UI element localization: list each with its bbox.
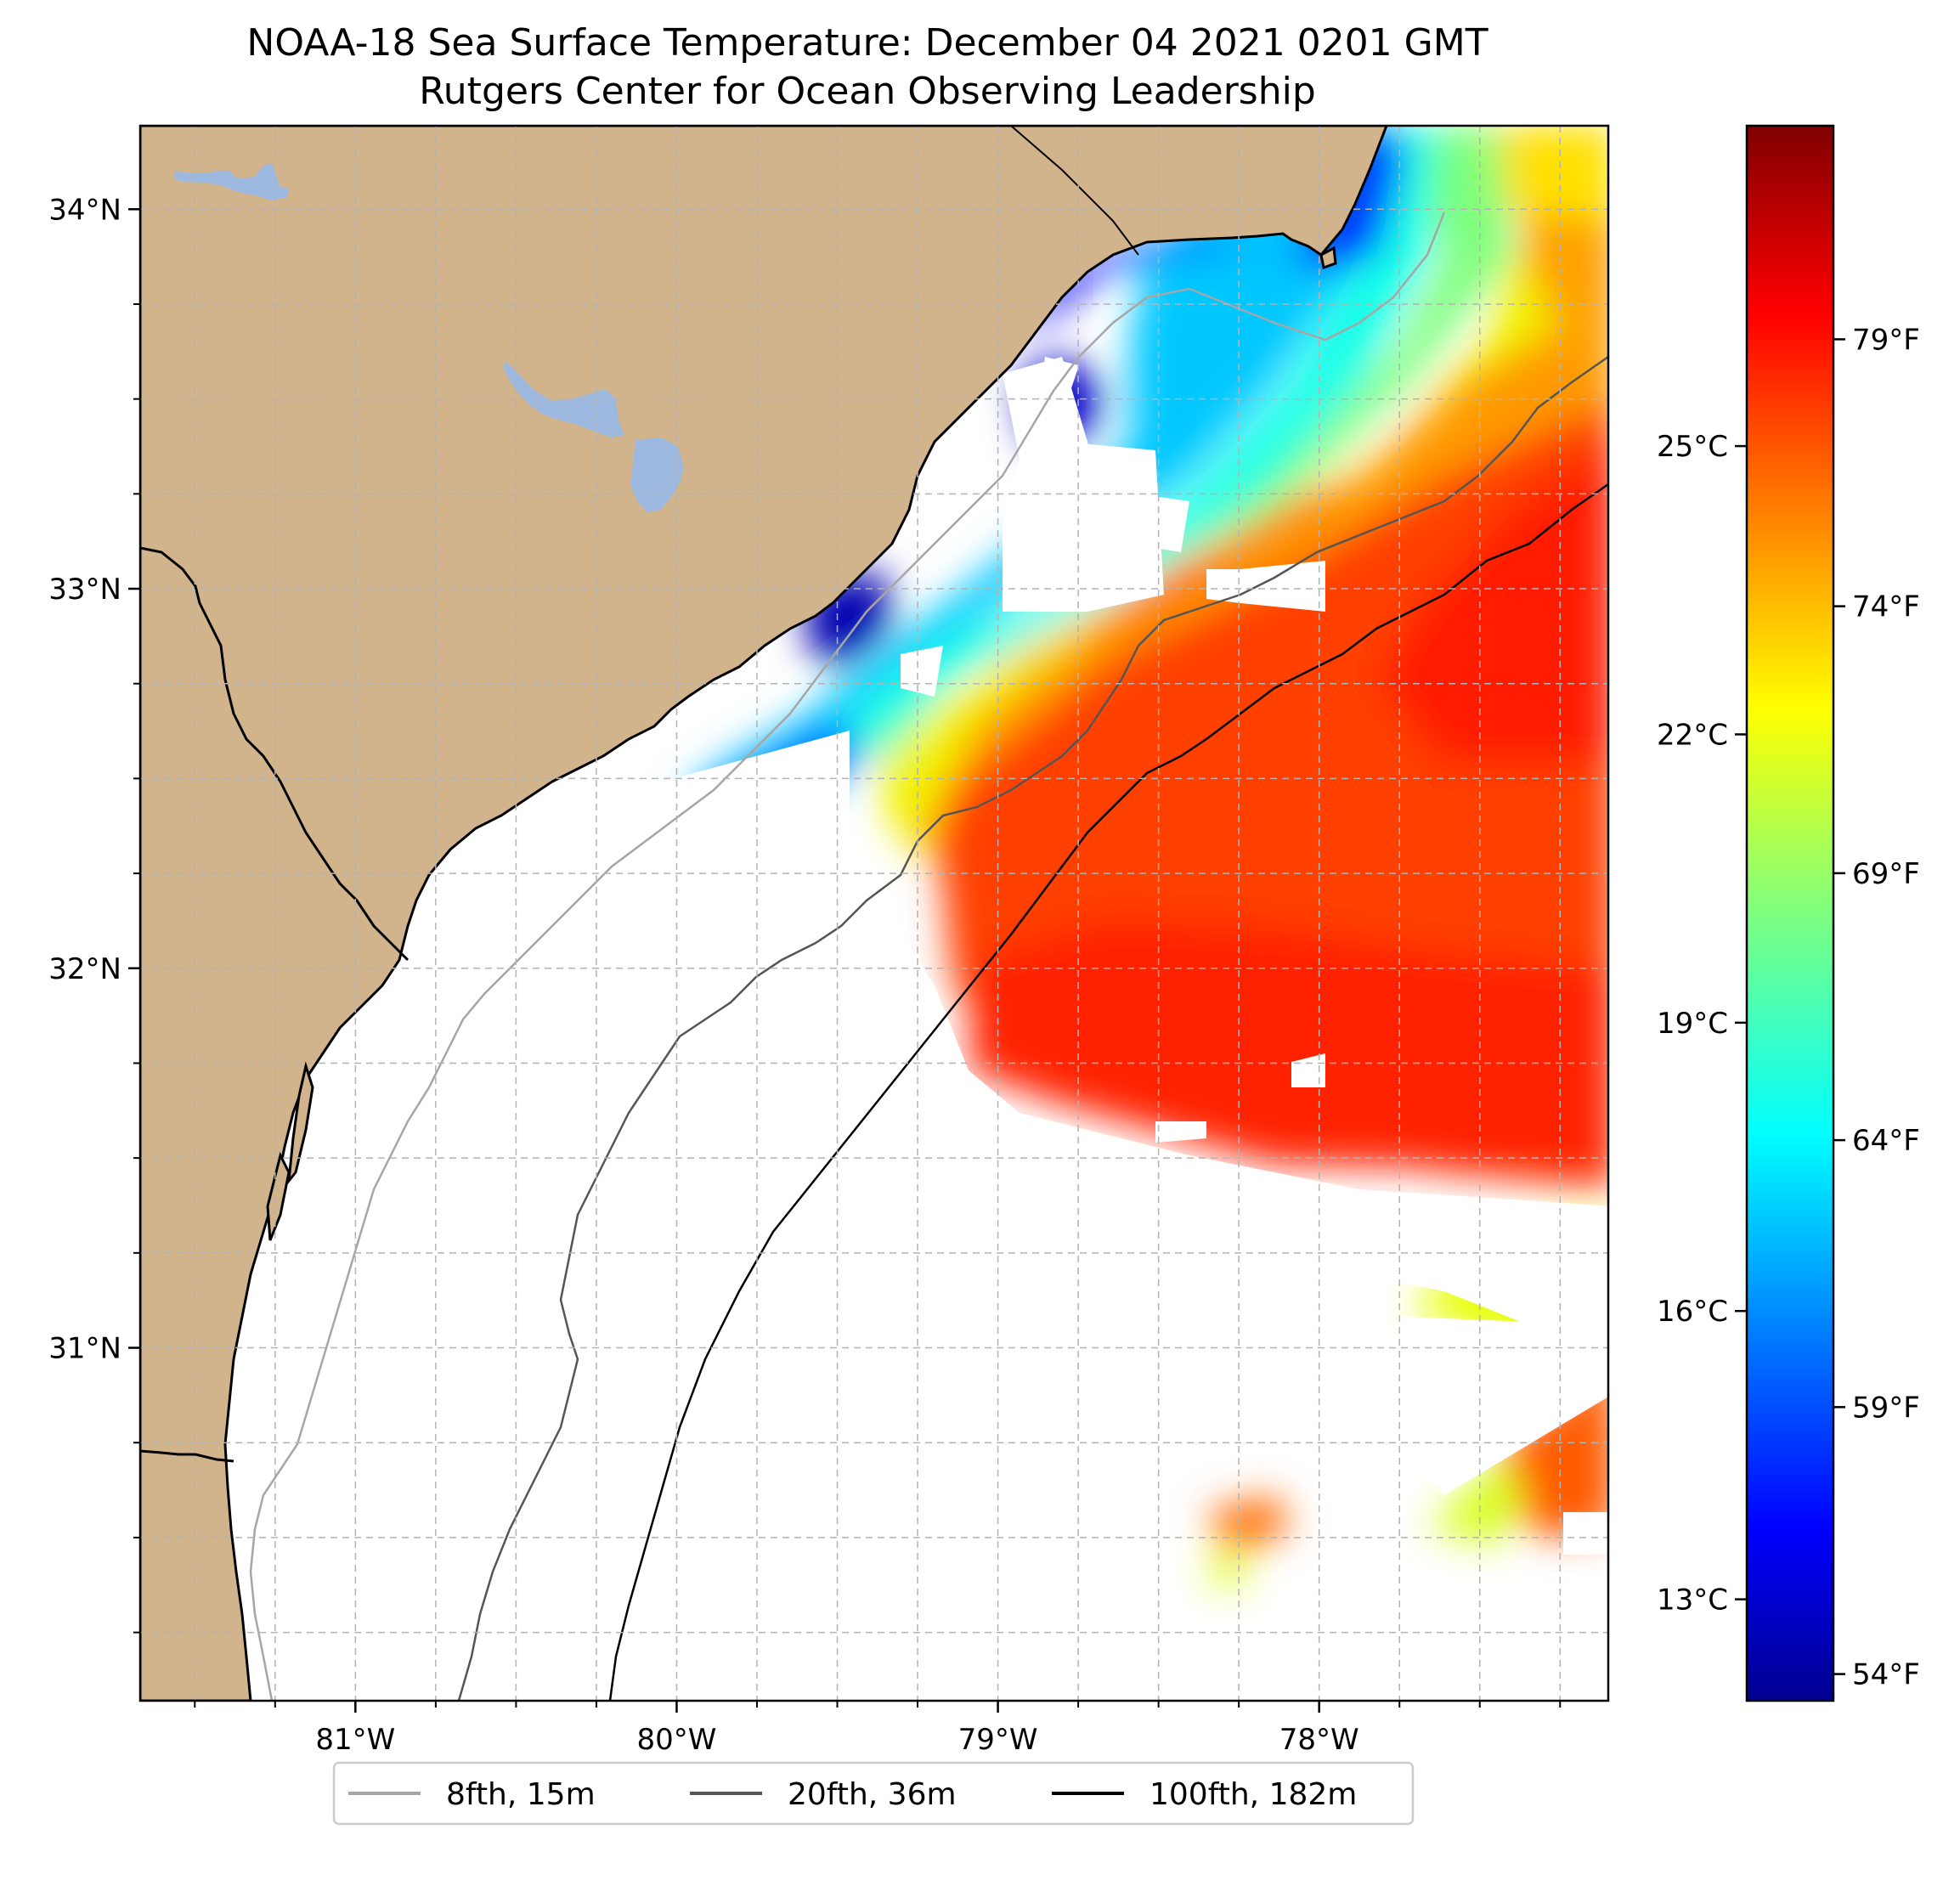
colorbar-fahrenheit-label: 59°F [1852,1391,1920,1425]
colorbar-celsius-label: 13°C [1657,1584,1728,1617]
isobath-legend: 8fth, 15m 20fth, 36m 100fth, 182m [332,1761,1415,1826]
colorbar-celsius-ticks: 25°C 22°C 19°C 16°C 13°C [1657,430,1747,1617]
land-barrier-island-2 [266,1151,291,1241]
legend-label: 8fth, 15m [446,1777,596,1812]
lat-tick-label: 32°N [48,952,121,986]
sst-region-northeast-orange [1521,212,1608,378]
colorbar-fahrenheit-label: 64°F [1852,1124,1920,1158]
colorbar-fahrenheit-label: 69°F [1852,857,1920,891]
title-line-1: NOAA-18 Sea Surface Temperature: Decembe… [246,21,1488,65]
colorbar-celsius-label: 19°C [1657,1007,1728,1041]
title-line-2: Rutgers Center for Ocean Observing Leade… [419,70,1316,113]
legend-label: 20fth, 36m [788,1777,957,1812]
sst-region-small-orange [1206,1495,1291,1555]
lon-tick-label: 78°W [1279,1723,1359,1757]
longitude-axis: 81°W 80°W 79°W 78°W [194,1701,1562,1757]
state-border-nc-sc [1010,126,1139,256]
lat-tick-label: 31°N [48,1332,121,1366]
colorbar-fahrenheit-label: 54°F [1852,1658,1920,1692]
lake-marion [503,361,624,438]
lake-north [174,163,289,200]
sst-region-hot-south [969,917,1608,1172]
lon-tick-label: 81°W [315,1723,395,1757]
lat-tick-label: 33°N [48,573,121,607]
latitude-axis: 34°N 33°N 32°N 31°N [48,193,140,1634]
map-frame [138,124,1610,1702]
land-barrier-island-1 [287,1061,314,1185]
isobath-8fth [249,212,1446,1701]
land-barrier-island-3 [1319,246,1337,269]
colorbar-fahrenheit-label: 74°F [1852,590,1920,624]
sst-region-hot-core [1376,445,1608,765]
sst-region-southeast-yellow [1427,1461,1529,1546]
legend-frame [332,1761,1415,1826]
lon-tick-label: 79°W [958,1723,1038,1757]
lat-tick-label: 34°N [48,193,121,227]
cloud-masks [140,357,1608,1701]
map-panel[interactable] [140,126,1614,1701]
colorbar-celsius-label: 25°C [1657,430,1728,464]
colorbar-gradient [1745,124,1835,1702]
colorbar-celsius-label: 22°C [1657,718,1728,752]
colorbar-fahrenheit-label: 79°F [1852,323,1920,357]
state-border [140,546,410,962]
sst-region-yellow [875,214,1608,858]
legend-label: 100fth, 182m [1149,1777,1357,1812]
land-south-carolina-georgia [140,126,1388,1701]
colorbar-fahrenheit-ticks: 79°F 74°F 69°F 64°F 59°F 54°F [1833,323,1920,1692]
lon-tick-label: 80°W [637,1723,717,1757]
colorbar-celsius-label: 16°C [1657,1295,1728,1329]
isobath-20fth [457,355,1608,1701]
colorbar: 25°C 22°C 19°C 16°C 13°C 79°F 74°F 69°F 64°F 59°… [1657,124,1920,1702]
isobath-100fth [608,483,1608,1701]
graticule [140,126,1608,1701]
state-border-south [140,1449,234,1463]
